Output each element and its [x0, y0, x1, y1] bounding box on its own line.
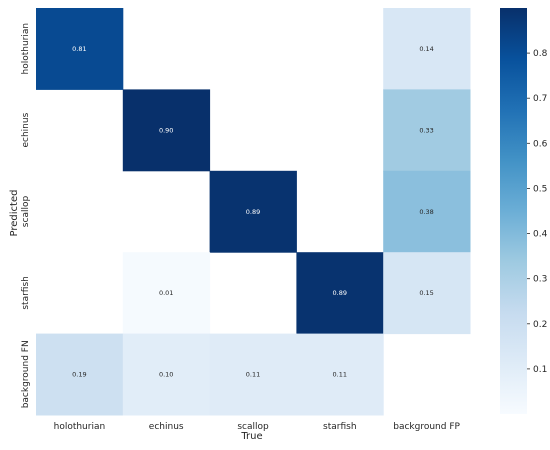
- colorbar: 0.1 0.2 0.3 0.4 0.5 0.6 0.7 0.8: [500, 8, 548, 414]
- colorbar-tick-label: 0.3: [533, 275, 547, 285]
- y-tick-label: holothurian: [21, 23, 31, 75]
- heatmap-cell: [383, 170, 471, 253]
- x-tick-label: starfish: [323, 422, 357, 432]
- heatmap-cell: [122, 89, 211, 172]
- heatmap-cell-label: 0.11: [246, 371, 260, 379]
- y-tick-label: echinus: [21, 112, 31, 147]
- heatmap-cell: [122, 333, 211, 416]
- heatmap-cell: [383, 252, 471, 335]
- x-axis-label: True: [240, 431, 262, 442]
- colorbar-tick-label: 0.2: [533, 320, 547, 330]
- heatmap-cell-label: 0.89: [333, 289, 347, 297]
- heatmap-cell-label: 0.14: [419, 45, 433, 53]
- colorbar-tick-label: 0.7: [533, 94, 547, 104]
- colorbar-tick-label: 0.6: [533, 139, 548, 149]
- heatmap-cell-label: 0.81: [72, 45, 86, 53]
- heatmap-cell-label: 0.33: [419, 126, 433, 134]
- heatmap-cell: [296, 252, 384, 335]
- heatmap-cell: [122, 252, 211, 335]
- heatmap-cell-label: 0.89: [246, 208, 260, 216]
- heatmap-cell: [36, 8, 124, 90]
- heatmap-cell: [209, 170, 297, 253]
- heatmap-cell-label: 0.01: [159, 289, 173, 297]
- x-tick-labels: holothurian echinus scallop starfish backgro…: [54, 422, 461, 432]
- heatmap-cell: [36, 333, 124, 416]
- heatmap-cell-labels: 0.81 0.14 0.90 0.33 0.89 0.38 0.01 0.89 0.15 0.19…: [72, 45, 434, 379]
- y-tick-label: scallop: [21, 196, 31, 228]
- heatmap-cell-label: 0.15: [419, 289, 433, 297]
- heatmap-cell-label: 0.11: [333, 371, 347, 379]
- heatmap-cell: [296, 333, 384, 416]
- heatmap-cell-label: 0.90: [159, 126, 173, 134]
- y-tick-label: starfish: [21, 276, 31, 310]
- colorbar-tick-label: 0.1: [533, 365, 547, 375]
- x-tick-label: background FP: [393, 422, 460, 432]
- y-axis-label: Predicted: [9, 190, 20, 237]
- heatmap-cells: [36, 8, 471, 416]
- colorbar-gradient: [500, 8, 527, 414]
- heatmap-cell: [383, 8, 471, 90]
- y-tick-labels: holothurian echinus scallop starfish backgro…: [21, 23, 31, 408]
- colorbar-ticks: 0.1 0.2 0.3 0.4 0.5 0.6 0.7 0.8: [527, 49, 548, 375]
- y-tick-label: background FN: [21, 340, 31, 408]
- x-tick-label: echinus: [149, 422, 184, 432]
- colorbar-tick-label: 0.5: [533, 184, 547, 194]
- colorbar-tick-label: 0.4: [533, 230, 548, 240]
- heatmap-cell-label: 0.19: [72, 371, 86, 379]
- heatmap-cell-label: 0.38: [419, 208, 433, 216]
- x-tick-label: holothurian: [54, 422, 106, 432]
- heatmap-cell: [209, 333, 297, 416]
- heatmap-cell-label: 0.10: [159, 371, 173, 379]
- colorbar-tick-label: 0.8: [533, 49, 548, 59]
- x-tick-label: scallop: [237, 422, 269, 432]
- heatmap-cell: [383, 89, 471, 172]
